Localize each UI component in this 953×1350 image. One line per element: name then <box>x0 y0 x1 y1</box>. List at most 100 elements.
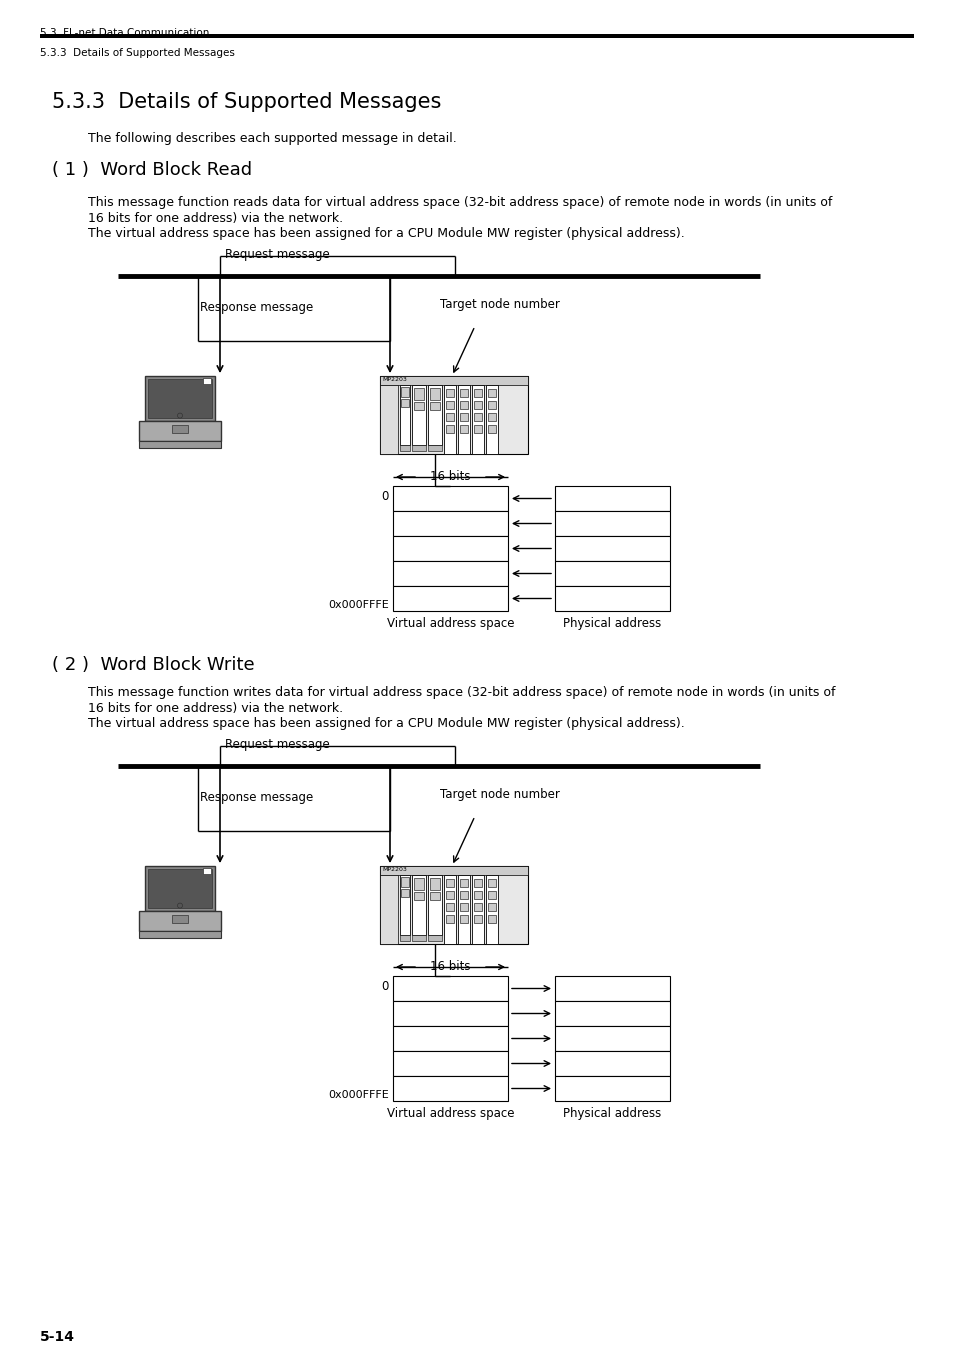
Bar <box>472 875 483 944</box>
Bar <box>428 875 441 936</box>
Text: Target node number: Target node number <box>439 298 559 311</box>
Bar <box>474 389 481 397</box>
Bar <box>393 486 507 512</box>
Bar <box>472 385 483 454</box>
Bar <box>393 562 507 586</box>
Text: Virtual address space: Virtual address space <box>386 1107 514 1120</box>
Bar <box>400 387 409 397</box>
Bar <box>474 425 481 433</box>
Bar <box>203 868 211 873</box>
Bar <box>457 385 470 454</box>
Text: Request message: Request message <box>225 738 330 751</box>
Bar <box>459 879 468 887</box>
Bar <box>172 915 188 922</box>
Circle shape <box>177 903 182 909</box>
Bar <box>412 936 426 941</box>
Bar <box>474 915 481 923</box>
Bar <box>485 385 497 454</box>
Bar <box>400 878 409 887</box>
Bar <box>459 903 468 911</box>
Bar <box>379 385 397 454</box>
Bar <box>428 385 441 446</box>
Text: 5.3  FL-net Data Communication: 5.3 FL-net Data Communication <box>40 28 209 38</box>
Bar <box>400 400 409 406</box>
Text: ( 2 )  Word Block Write: ( 2 ) Word Block Write <box>52 656 254 674</box>
Bar <box>145 377 214 421</box>
Bar <box>148 869 212 907</box>
Bar <box>399 385 410 446</box>
Bar <box>446 891 454 899</box>
Text: 0: 0 <box>381 490 389 504</box>
Bar <box>414 878 423 890</box>
Bar <box>379 865 527 944</box>
Bar <box>412 875 426 936</box>
Bar <box>488 879 496 887</box>
Bar <box>488 425 496 433</box>
Bar <box>555 562 669 586</box>
Text: 16 bits: 16 bits <box>429 960 470 973</box>
Text: 16 bits: 16 bits <box>429 470 470 483</box>
Text: 0: 0 <box>381 980 389 994</box>
Bar <box>139 421 221 441</box>
Bar <box>555 486 669 512</box>
Bar <box>443 875 456 944</box>
Bar <box>488 389 496 397</box>
Bar <box>459 915 468 923</box>
Bar <box>172 425 188 432</box>
Bar <box>430 878 439 890</box>
Bar <box>485 875 497 944</box>
Text: 16 bits for one address) via the network.: 16 bits for one address) via the network… <box>88 212 343 225</box>
Bar <box>555 1026 669 1052</box>
Bar <box>145 865 214 911</box>
Bar <box>414 402 423 410</box>
Bar <box>414 892 423 900</box>
Bar <box>393 536 507 562</box>
Text: The following describes each supported message in detail.: The following describes each supported m… <box>88 132 456 144</box>
Text: 5.3.3  Details of Supported Messages: 5.3.3 Details of Supported Messages <box>40 49 234 58</box>
Bar <box>446 389 454 397</box>
Bar <box>393 976 507 1000</box>
Bar <box>400 890 409 896</box>
Text: Physical address: Physical address <box>563 617 661 630</box>
Bar <box>393 586 507 612</box>
Bar <box>379 875 397 944</box>
Bar <box>555 1052 669 1076</box>
Bar <box>393 1076 507 1102</box>
Bar <box>446 915 454 923</box>
Bar <box>393 1052 507 1076</box>
Bar <box>555 976 669 1000</box>
Bar <box>488 903 496 911</box>
Bar <box>428 446 441 451</box>
Bar <box>379 865 527 875</box>
Bar <box>474 903 481 911</box>
Bar <box>399 936 410 941</box>
Bar <box>474 891 481 899</box>
Text: The virtual address space has been assigned for a CPU Module MW register (physic: The virtual address space has been assig… <box>88 717 684 730</box>
Bar <box>399 875 410 936</box>
Text: This message function writes data for virtual address space (32-bit address spac: This message function writes data for vi… <box>88 686 835 699</box>
Bar <box>488 891 496 899</box>
Bar <box>414 387 423 400</box>
Bar <box>488 413 496 421</box>
Bar <box>139 911 221 930</box>
Text: 5-14: 5-14 <box>40 1330 75 1345</box>
Bar <box>446 425 454 433</box>
Text: The virtual address space has been assigned for a CPU Module MW register (physic: The virtual address space has been assig… <box>88 227 684 240</box>
Text: 5.3.3  Details of Supported Messages: 5.3.3 Details of Supported Messages <box>52 92 441 112</box>
Bar <box>428 936 441 941</box>
Bar <box>393 512 507 536</box>
Bar <box>459 413 468 421</box>
Bar <box>457 875 470 944</box>
Bar <box>379 377 527 454</box>
Circle shape <box>177 413 182 418</box>
Bar <box>474 879 481 887</box>
Text: Target node number: Target node number <box>439 788 559 801</box>
Bar <box>459 891 468 899</box>
Bar <box>459 425 468 433</box>
Bar <box>555 1076 669 1102</box>
Bar <box>430 892 439 900</box>
Bar <box>412 385 426 446</box>
Bar <box>488 401 496 409</box>
Text: 0x000FFFE: 0x000FFFE <box>328 1091 389 1100</box>
Bar <box>430 387 439 400</box>
